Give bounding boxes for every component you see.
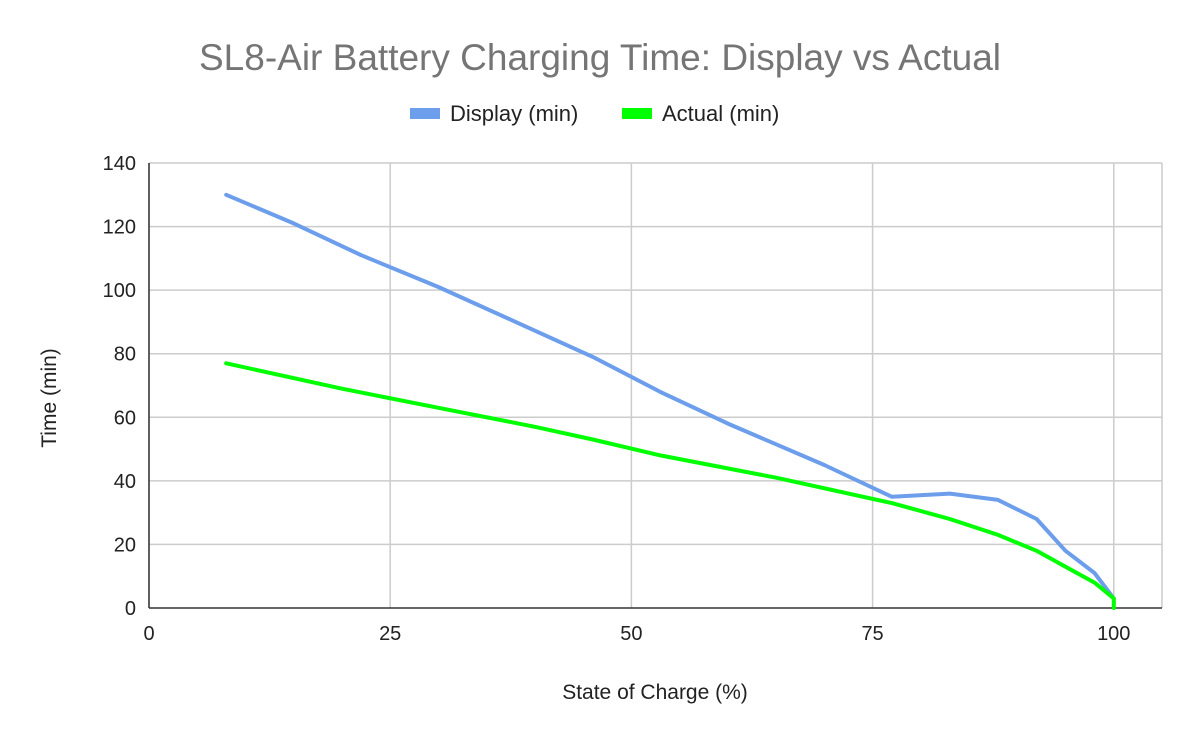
legend: Display (min) Actual (min) xyxy=(410,101,779,126)
x-tick-label: 50 xyxy=(620,623,642,645)
x-tick-label: 100 xyxy=(1097,623,1130,645)
y-tick-label: 80 xyxy=(114,344,136,366)
chart-title: SL8-Air Battery Charging Time: Display v… xyxy=(199,37,1001,78)
series-line-actual-min xyxy=(224,361,1116,610)
x-tick-label: 75 xyxy=(861,623,883,645)
x-tick-label: 0 xyxy=(143,623,154,645)
grid xyxy=(148,162,1163,608)
y-tick-label: 20 xyxy=(114,534,136,556)
x-axis-title: State of Charge (%) xyxy=(562,681,748,704)
y-tick-label: 120 xyxy=(103,217,136,239)
series-layer xyxy=(224,192,1116,610)
y-tick-label: 100 xyxy=(103,280,136,302)
legend-swatch-actual xyxy=(622,108,652,119)
tick-labels: 0 20 40 60 80 100 120 140 0 25 50 75 100 xyxy=(103,153,1131,645)
series-line-display-min xyxy=(224,192,1116,601)
legend-swatch-display xyxy=(410,108,440,119)
y-tick-label: 140 xyxy=(103,153,136,175)
legend-label-actual: Actual (min) xyxy=(662,101,779,126)
legend-label-display: Display (min) xyxy=(450,101,578,126)
y-tick-label: 0 xyxy=(125,598,136,620)
x-tick-label: 25 xyxy=(379,623,401,645)
y-axis-title: Time (min) xyxy=(38,348,61,448)
axes xyxy=(148,163,1162,609)
y-tick-label: 40 xyxy=(114,471,136,493)
y-tick-label: 60 xyxy=(114,407,136,429)
